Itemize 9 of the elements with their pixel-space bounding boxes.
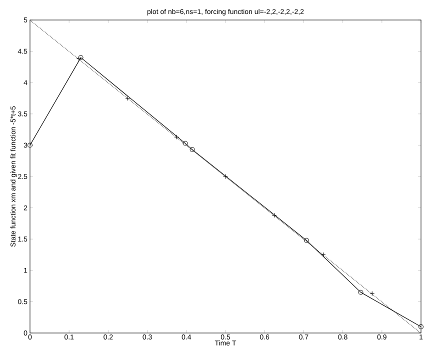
point: [358, 290, 364, 295]
point: [174, 134, 180, 140]
point: [304, 238, 309, 243]
point: [370, 291, 375, 296]
point: [223, 174, 228, 179]
point: [190, 147, 195, 152]
point: [182, 140, 188, 146]
point: [272, 212, 277, 218]
point: [78, 55, 84, 60]
